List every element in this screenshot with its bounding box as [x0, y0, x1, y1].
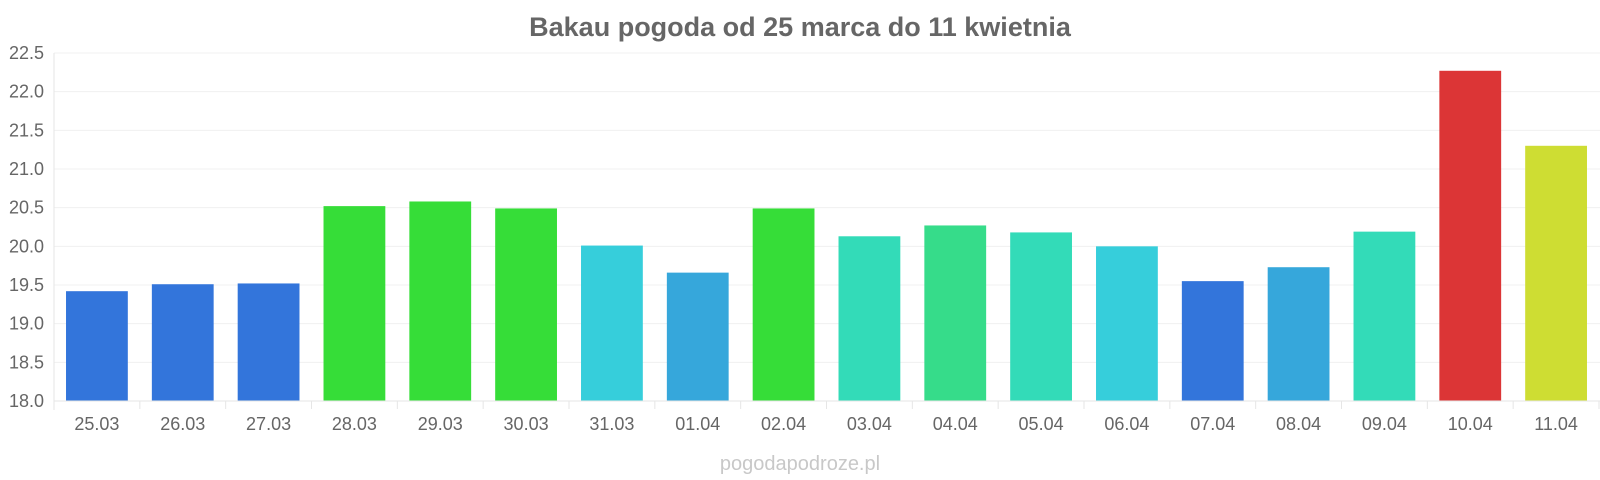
y-tick-label: 22.5	[9, 43, 44, 63]
bar-31.03	[581, 245, 643, 401]
x-tick-label: 07.04	[1190, 414, 1235, 434]
bar-11.04	[1525, 145, 1587, 401]
y-tick-label: 22.0	[9, 82, 44, 102]
y-tick-label: 21.5	[9, 120, 44, 140]
bar-26.03	[151, 284, 214, 401]
bar-29.03	[409, 201, 472, 401]
x-tick-label: 11.04	[1534, 414, 1578, 434]
x-axis-ticks: 25.03 26.03 27.03 28.03 29.03 30.03 31.03 01.04…	[74, 401, 1600, 434]
grid-lines	[54, 52, 1600, 402]
x-tick-label: 05.04	[1019, 414, 1064, 434]
y-tick-label: 18.0	[9, 391, 44, 411]
x-tick-label: 10.04	[1448, 414, 1493, 434]
y-tick-label: 19.0	[9, 314, 44, 334]
x-tick-label: 04.04	[933, 414, 978, 434]
x-tick-label: 31.03	[589, 414, 634, 434]
bars	[66, 70, 1587, 401]
bar-04.04	[924, 225, 987, 401]
x-tick-label: 26.03	[160, 414, 205, 434]
bar-07.04	[1181, 281, 1244, 401]
x-tick-label: 08.04	[1276, 414, 1321, 434]
bar-27.03	[237, 283, 300, 401]
x-tick-label: 03.04	[847, 414, 892, 434]
bar-05.04	[1010, 232, 1072, 401]
y-tick-label: 18.5	[9, 352, 44, 372]
x-tick-label: 27.03	[246, 414, 291, 434]
bar-10.04	[1439, 70, 1502, 401]
x-tick-label: 28.03	[332, 414, 377, 434]
bar-08.04	[1267, 267, 1330, 401]
y-tick-label: 21.0	[9, 159, 44, 179]
watermark: pogodapodroze.pl	[720, 453, 880, 475]
y-tick-label: 20.0	[9, 236, 44, 256]
x-tick-label: 09.04	[1362, 414, 1407, 434]
y-tick-label: 19.5	[9, 275, 44, 295]
bar-02.04	[752, 208, 815, 401]
bar-03.04	[838, 236, 901, 401]
x-tick-label: 01.04	[675, 414, 720, 434]
x-tick-label: 25.03	[74, 414, 119, 434]
chart-title: Bakau pogoda od 25 marca do 11 kwietnia	[529, 12, 1072, 42]
bar-25.03	[66, 291, 128, 401]
bar-30.03	[495, 208, 557, 401]
bar-28.03	[323, 206, 386, 401]
x-tick-label: 30.03	[504, 414, 549, 434]
x-tick-label: 29.03	[418, 414, 463, 434]
bar-06.04	[1096, 246, 1158, 401]
bar-01.04	[666, 272, 729, 401]
bar-09.04	[1353, 231, 1416, 401]
y-axis-ticks: 18.0 18.5 19.0 19.5 20.0 20.5 21.0 21.5 22.0 22.5	[9, 43, 44, 411]
y-tick-label: 20.5	[9, 198, 44, 218]
x-tick-label: 02.04	[761, 414, 806, 434]
x-tick-label: 06.04	[1104, 414, 1149, 434]
